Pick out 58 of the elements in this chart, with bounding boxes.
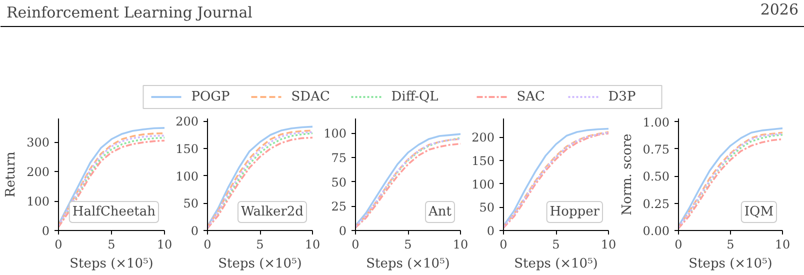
legend-label: Diff-QL	[391, 90, 439, 104]
x-tick-label: 10	[304, 238, 320, 252]
y-tick-label: 0.00	[642, 224, 670, 238]
y-tick-label: 200	[26, 165, 50, 180]
x-tick-label: 10	[600, 238, 616, 252]
y-tick-label: 1.00	[642, 115, 670, 130]
x-tick-label: 5	[552, 238, 560, 252]
x-tick-label: 10	[452, 238, 468, 252]
annotation: HalfCheetah	[72, 204, 156, 220]
y-tick-label: 100	[472, 177, 494, 192]
y-axis-title: Return	[4, 151, 19, 198]
legend-label: POGP	[191, 90, 230, 104]
legend-label: D3P	[608, 90, 636, 104]
y-tick-label: 200	[176, 114, 198, 129]
y-tick-label: 0	[190, 224, 199, 238]
annotation: Walker2d	[240, 204, 304, 220]
y-tick-label: 100	[26, 194, 50, 209]
x-tick-label: 5	[726, 238, 734, 252]
text: 2026	[760, 0, 799, 18]
x-axis-title: Steps (×10⁵)	[366, 256, 450, 272]
x-tick-label: 0	[54, 238, 62, 252]
text: Reinforcement Learning Journal	[6, 4, 253, 22]
legend-label: SAC	[516, 90, 546, 104]
y-tick-label: 0	[338, 224, 347, 238]
x-axis-title: Steps (×10⁵)	[514, 256, 598, 272]
y-tick-label: 75	[331, 150, 347, 165]
x-axis-title: Steps (×10⁵)	[218, 256, 302, 272]
y-tick-label: 150	[472, 154, 494, 168]
x-tick-label: 0	[500, 238, 508, 252]
annotation: Ant	[428, 204, 452, 220]
y-axis-title: Norm. score	[620, 133, 635, 216]
y-tick-label: 50	[183, 196, 199, 211]
x-tick-label: 0	[352, 238, 360, 252]
y-tick-label: 0	[42, 224, 50, 238]
y-tick-label: 0.75	[642, 142, 670, 156]
x-tick-label: 10	[774, 238, 790, 252]
legend-label: SDAC	[291, 90, 330, 104]
y-tick-label: 0	[486, 224, 495, 238]
annotation: Hopper	[550, 204, 600, 220]
y-tick-label: 100	[324, 126, 346, 141]
y-tick-label: 100	[176, 169, 198, 184]
x-tick-label: 10	[156, 238, 172, 252]
x-tick-label: 5	[256, 238, 264, 252]
y-tick-label: 0.25	[642, 196, 670, 211]
y-tick-label: 300	[26, 136, 50, 150]
y-tick-label: 150	[176, 142, 198, 156]
x-tick-label: 5	[108, 238, 116, 252]
annotation: IQM	[744, 204, 774, 220]
y-tick-label: 200	[472, 130, 494, 145]
y-tick-label: 50	[479, 200, 495, 215]
x-axis-title: Steps (×10⁵)	[70, 256, 154, 272]
x-axis-title: Steps (×10⁵)	[688, 256, 772, 272]
x-tick-label: 5	[404, 238, 412, 252]
y-tick-label: 0.50	[642, 170, 670, 184]
x-tick-label: 0	[204, 238, 212, 252]
y-tick-label: 50	[331, 175, 347, 190]
x-tick-label: 0	[674, 238, 682, 252]
y-tick-label: 25	[331, 200, 347, 214]
